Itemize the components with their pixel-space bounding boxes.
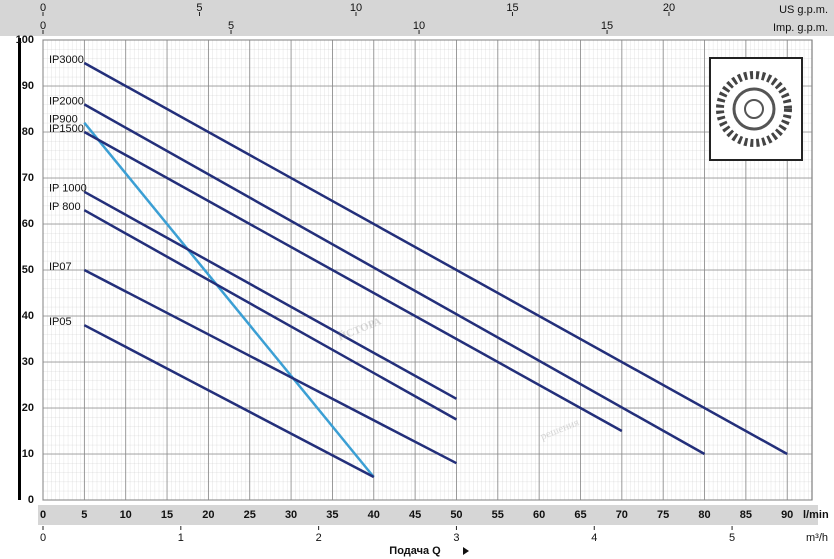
y-tick-label: 90 [22,80,34,92]
series-label: IP05 [49,316,72,328]
series-label: IP 1000 [49,183,87,195]
x-tick-label: 85 [740,509,752,521]
y-tick-label: 20 [22,402,34,414]
x-tick-label: 80 [698,509,710,521]
tick-label: 5 [228,20,234,32]
y-tick-label: 100 [16,34,34,46]
x-tick-label: 25 [244,509,256,521]
y-tick-label: 50 [22,264,34,276]
tick-label: 5 [196,2,202,14]
x-tick-label: 15 [161,509,173,521]
x-tick-label: 55 [492,509,504,521]
x-tick-label: 60 [533,509,545,521]
tick-label: 1 [178,532,184,544]
series-label: IP1500 [49,123,84,135]
y-tick-label: 60 [22,218,34,230]
axis-unit: US g.p.m. [779,4,828,16]
x-tick-label: 65 [574,509,586,521]
y-tick-label: 0 [28,494,34,506]
tick-label: 0 [40,2,46,14]
x-tick-label: 10 [120,509,132,521]
tick-label: 0 [40,532,46,544]
series-label: IP2000 [49,95,84,107]
arrow [463,547,469,555]
series-label: IP 800 [49,201,81,213]
tick-label: 10 [350,2,362,14]
series-label: IP3000 [49,54,84,66]
x-tick-label: 45 [409,509,421,521]
tick-label: 15 [506,2,518,14]
x-tick-label: 75 [657,509,669,521]
x-tick-label: 0 [40,509,46,521]
tick-label: 2 [316,532,322,544]
y-tick-label: 70 [22,172,34,184]
left-bar [18,38,21,500]
axis-unit: Imp. g.p.m. [773,22,828,34]
axis-unit: m³/h [806,532,828,544]
x-tick-label: 20 [202,509,214,521]
x-tick-label: 35 [326,509,338,521]
tick-label: 0 [40,20,46,32]
tick-label: 3 [453,532,459,544]
tick-label: 20 [663,2,675,14]
y-tick-label: 80 [22,126,34,138]
y-tick-label: 10 [22,448,34,460]
y-tick-label: 30 [22,356,34,368]
tick-label: 10 [413,20,425,32]
chart: IP3000IP2000IP900IP1500IP 1000IP 800IP07… [0,0,834,559]
x-tick-label: 50 [450,509,462,521]
x-tick-label: 90 [781,509,793,521]
x-tick-label: 70 [616,509,628,521]
tick-label: 4 [591,532,597,544]
x-tick-label: 5 [81,509,87,521]
tick-label: 15 [601,20,613,32]
x-tick-label: 40 [368,509,380,521]
x-axis-title: Подача Q [389,545,441,557]
tick-label: 5 [729,532,735,544]
x-unit: l/min [803,509,829,521]
y-tick-label: 40 [22,310,34,322]
pump-icon [710,58,802,160]
x-tick-label: 30 [285,509,297,521]
series-label: IP07 [49,261,72,273]
